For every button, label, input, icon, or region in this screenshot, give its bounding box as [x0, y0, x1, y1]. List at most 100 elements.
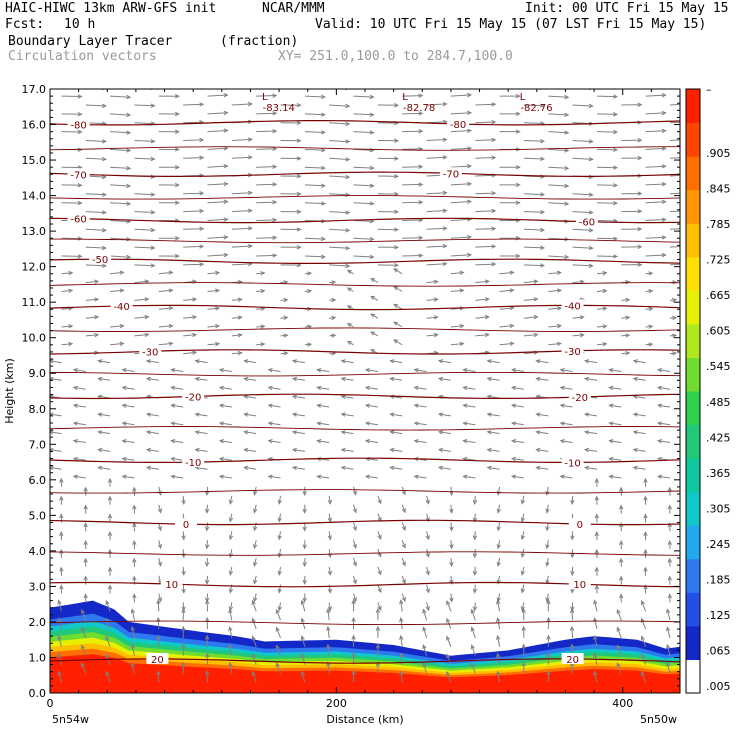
- vector-arrow: [81, 626, 87, 639]
- vector-shaft: [450, 94, 471, 97]
- vector-arrow: [437, 376, 451, 382]
- vector-shaft: [134, 228, 155, 231]
- vector-arrow: [656, 421, 671, 426]
- vector-head: [433, 297, 439, 302]
- vector-head: [570, 535, 575, 541]
- vector-head: [401, 490, 406, 496]
- vector-arrow: [291, 412, 305, 417]
- vector-arrow: [377, 495, 382, 505]
- vector-head: [94, 297, 100, 302]
- vector-head: [492, 85, 496, 88]
- vector-arrow: [449, 486, 454, 497]
- vector-head: [613, 129, 619, 135]
- contour-label: -30: [564, 347, 580, 358]
- vector-arrow: [183, 244, 205, 249]
- vector-arrow: [596, 94, 619, 99]
- vector-head: [389, 359, 395, 364]
- vector-shaft: [633, 466, 646, 470]
- vector-arrow: [499, 182, 521, 188]
- vector-arrow: [632, 359, 646, 364]
- vector-arrow: [548, 130, 570, 135]
- field2-name: Circulation vectors: [8, 49, 157, 64]
- vector-arrow: [510, 403, 524, 408]
- vector-shaft: [463, 440, 476, 443]
- vector-arrow: [340, 465, 354, 471]
- vector-head: [496, 526, 501, 532]
- vector-head: [459, 288, 465, 293]
- vector-arrow: [302, 557, 307, 568]
- vector-head: [126, 201, 132, 206]
- vector-shaft: [497, 486, 501, 495]
- vector-head: [521, 608, 526, 614]
- vector-head: [251, 653, 256, 659]
- vector-head: [618, 593, 624, 599]
- vector-shaft: [521, 513, 525, 522]
- vector-shaft: [393, 303, 403, 310]
- vector-head: [422, 608, 427, 614]
- vector-arrow: [231, 190, 253, 196]
- vector-head: [616, 608, 621, 614]
- vector-shaft: [521, 495, 525, 504]
- vector-head: [168, 306, 174, 311]
- vector-arrow: [472, 584, 478, 594]
- vector-shaft: [146, 431, 159, 435]
- vector-head: [72, 385, 78, 391]
- vector-head: [130, 643, 135, 649]
- vector-head: [520, 570, 525, 576]
- vector-head: [594, 495, 600, 501]
- vector-arrow: [156, 599, 161, 612]
- vector-head: [199, 244, 205, 249]
- vector-head: [267, 385, 273, 391]
- vector-shaft: [596, 255, 617, 257]
- vector-head: [602, 324, 608, 329]
- vector-arrow: [291, 447, 305, 453]
- vector-head: [540, 245, 546, 250]
- vector-head: [291, 447, 297, 453]
- vector-head: [672, 351, 678, 356]
- vector-head: [472, 553, 478, 559]
- vector-head: [296, 174, 302, 179]
- vector-arrow: [645, 128, 667, 134]
- vector-arrow: [158, 288, 174, 293]
- vector-head: [215, 270, 221, 276]
- vector-head: [509, 288, 515, 293]
- vector-arrow: [559, 385, 573, 391]
- vector-head: [300, 652, 305, 658]
- vector-shaft: [353, 522, 357, 531]
- vector-head: [107, 566, 113, 572]
- vector-head: [467, 110, 473, 116]
- vector-head: [272, 111, 278, 116]
- vector-shaft: [521, 602, 525, 611]
- vector-shaft: [304, 237, 325, 240]
- vector-shaft: [523, 122, 544, 124]
- vector-head: [413, 474, 419, 479]
- vector-arrow: [545, 557, 550, 568]
- vector-shaft: [219, 386, 232, 390]
- vector-shaft: [253, 593, 257, 602]
- vector-shaft: [183, 263, 204, 266]
- vector-arrow: [267, 421, 281, 426]
- vector-arrow: [170, 368, 184, 373]
- vector-shaft: [512, 369, 524, 372]
- vector-arrow: [194, 376, 208, 382]
- vector-arrow: [156, 616, 161, 630]
- vector-head: [377, 588, 382, 594]
- vector-arrow: [145, 430, 159, 435]
- vector-arrow: [302, 504, 307, 514]
- vector-shaft: [414, 440, 427, 443]
- vector-head: [643, 477, 648, 483]
- vector-shaft: [207, 325, 220, 328]
- colorbar: .005.065.125.185.245.305.365.425.485.545…: [685, 83, 731, 694]
- vector-head: [521, 643, 526, 649]
- vector-arrow: [446, 671, 452, 683]
- vector-shaft: [73, 422, 86, 426]
- vector-arrow: [632, 430, 646, 435]
- vector-arrow: [449, 522, 454, 532]
- vector-shaft: [292, 431, 305, 435]
- vector-shaft: [353, 95, 374, 98]
- vector-shaft: [475, 139, 496, 141]
- vector-arrow: [256, 217, 278, 223]
- vector-shaft: [402, 148, 423, 150]
- y-tick-label: 6.0: [29, 474, 47, 487]
- vector-shaft: [572, 316, 584, 319]
